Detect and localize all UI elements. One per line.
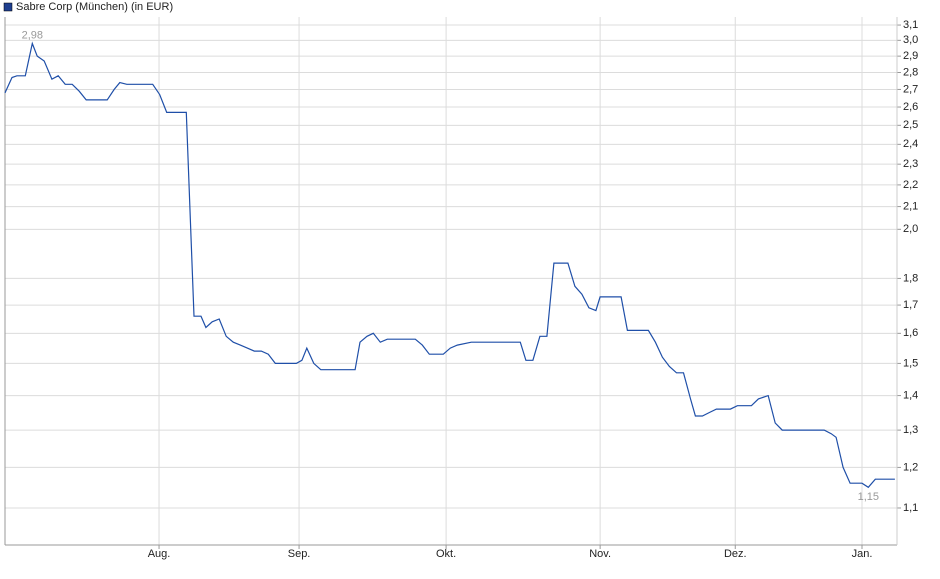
x-tick-label: Okt. [436,548,456,560]
annotation: 2,98 [22,29,43,41]
y-tick-label: 1,7 [903,299,918,311]
x-tick-label: Sep. [288,548,311,560]
y-tick-label: 3,1 [903,19,918,31]
legend-label: Sabre Corp (München) (in EUR) [16,1,173,13]
y-tick-label: 1,6 [903,327,918,339]
legend-swatch [3,2,13,12]
y-tick-label: 1,3 [903,424,918,436]
price-line [4,41,895,489]
y-tick-label: 2,0 [903,223,918,235]
y-tick-label: 3,0 [903,34,918,46]
y-tick-label: 1,2 [903,461,918,473]
y-tick-label: 2,5 [903,119,918,131]
x-tick-label: Dez. [724,548,747,560]
y-tick-label: 2,7 [903,83,918,95]
y-tick-label: 1,5 [903,357,918,369]
y-tick-label: 2,6 [903,101,918,113]
y-tick-label: 2,3 [903,158,918,170]
y-tick-label: 2,2 [903,179,918,191]
y-tick-label: 1,1 [903,502,918,514]
x-tick-label: Jan. [852,548,873,560]
x-tick-label: Aug. [148,548,171,560]
y-tick-label: 1,8 [903,272,918,284]
y-tick-label: 2,1 [903,200,918,212]
x-tick-label: Nov. [589,548,611,560]
annotation: 1,15 [858,491,879,503]
y-tick-label: 2,9 [903,50,918,62]
y-tick-label: 2,8 [903,66,918,78]
y-tick-label: 1,4 [903,389,918,401]
y-tick-label: 2,4 [903,138,918,150]
